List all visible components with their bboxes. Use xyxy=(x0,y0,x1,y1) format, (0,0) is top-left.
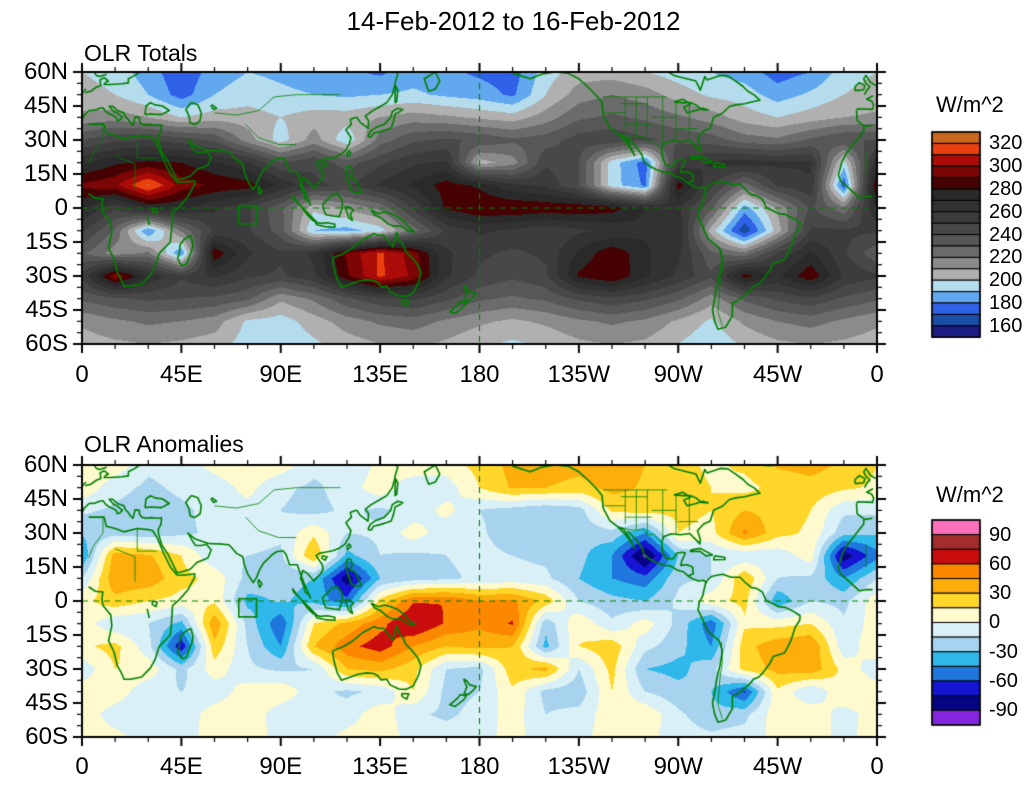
colorbar-tick-label: 320 xyxy=(989,132,1023,155)
colorbar-tick-label: 180 xyxy=(989,292,1023,314)
lat-tick-label: 45N xyxy=(23,92,68,119)
lon-tick-label: 0 xyxy=(75,753,89,780)
lon-tick-label: 135W xyxy=(547,753,611,780)
lat-tick-label: 30S xyxy=(25,262,68,289)
colorbar-tick-label: 0 xyxy=(989,611,1001,634)
colorbar-tick-label: 90 xyxy=(989,523,1012,546)
lon-tick-label: 45E xyxy=(160,753,203,780)
lon-tick-label: 45W xyxy=(752,361,803,388)
colorbar-tick-label: 240 xyxy=(989,223,1023,246)
lon-tick-label: 180 xyxy=(459,361,500,388)
panel-title-olr-anomalies: OLR Anomalies xyxy=(84,431,244,457)
lon-tick-label: 45E xyxy=(160,361,203,388)
lon-tick-label: 135E xyxy=(352,361,409,388)
lat-tick-label: 15N xyxy=(23,553,68,580)
lat-tick-label: 15S xyxy=(25,228,68,255)
colorbar-tick-label: 200 xyxy=(989,269,1023,292)
colorbar-tick-label: 220 xyxy=(989,246,1023,269)
lat-tick-label: 45N xyxy=(23,485,68,512)
lat-tick-label: 30N xyxy=(23,519,68,546)
lon-tick-label: 0 xyxy=(870,361,884,388)
figure-title: 14-Feb-2012 to 16-Feb-2012 xyxy=(346,6,681,36)
lat-tick-label: 45S xyxy=(25,296,68,323)
lon-tick-label: 135E xyxy=(352,753,409,780)
colorbar-tick-label: 280 xyxy=(989,178,1023,200)
colorbar-units-label-anomalies: W/m^2 xyxy=(936,482,1004,507)
colorbar-tick-label: 260 xyxy=(989,200,1023,223)
lat-tick-label: 60S xyxy=(25,723,68,750)
lat-tick-label: 30S xyxy=(25,655,68,682)
lat-tick-label: 30N xyxy=(23,126,68,153)
lat-tick-label: 0 xyxy=(54,587,68,614)
lon-tick-label: 90E xyxy=(259,753,303,780)
lat-tick-label: 60N xyxy=(23,58,68,85)
colorbar-tick-label: -30 xyxy=(989,640,1018,663)
lat-tick-label: 15S xyxy=(25,621,68,648)
lat-tick-label: 60N xyxy=(23,451,68,478)
lon-tick-label: 135W xyxy=(547,361,611,388)
lat-tick-label: 0 xyxy=(54,194,68,221)
panel-title-olr-totals: OLR Totals xyxy=(84,40,198,66)
colorbar-units-label-totals: W/m^2 xyxy=(936,92,1004,117)
lat-tick-label: 15N xyxy=(23,160,68,187)
colorbar-tick-label: -90 xyxy=(989,699,1018,722)
lat-tick-label: 45S xyxy=(25,689,68,716)
colorbar-tick-label: -60 xyxy=(989,670,1018,693)
colorbar-tick-label: 30 xyxy=(989,582,1012,605)
colorbar-tick-label: 60 xyxy=(989,552,1012,575)
colorbar-tick-label: 160 xyxy=(989,314,1023,337)
lon-tick-label: 0 xyxy=(75,361,89,388)
lon-tick-label: 180 xyxy=(459,753,500,780)
lon-tick-label: 90W xyxy=(653,361,703,388)
lon-tick-label: 90W xyxy=(653,753,703,780)
lon-tick-label: 45W xyxy=(752,753,803,780)
colorbar-tick-label: 300 xyxy=(989,155,1023,178)
lon-tick-label: 90E xyxy=(259,361,303,388)
lat-tick-label: 60S xyxy=(25,330,68,357)
lon-tick-label: 0 xyxy=(870,753,884,780)
